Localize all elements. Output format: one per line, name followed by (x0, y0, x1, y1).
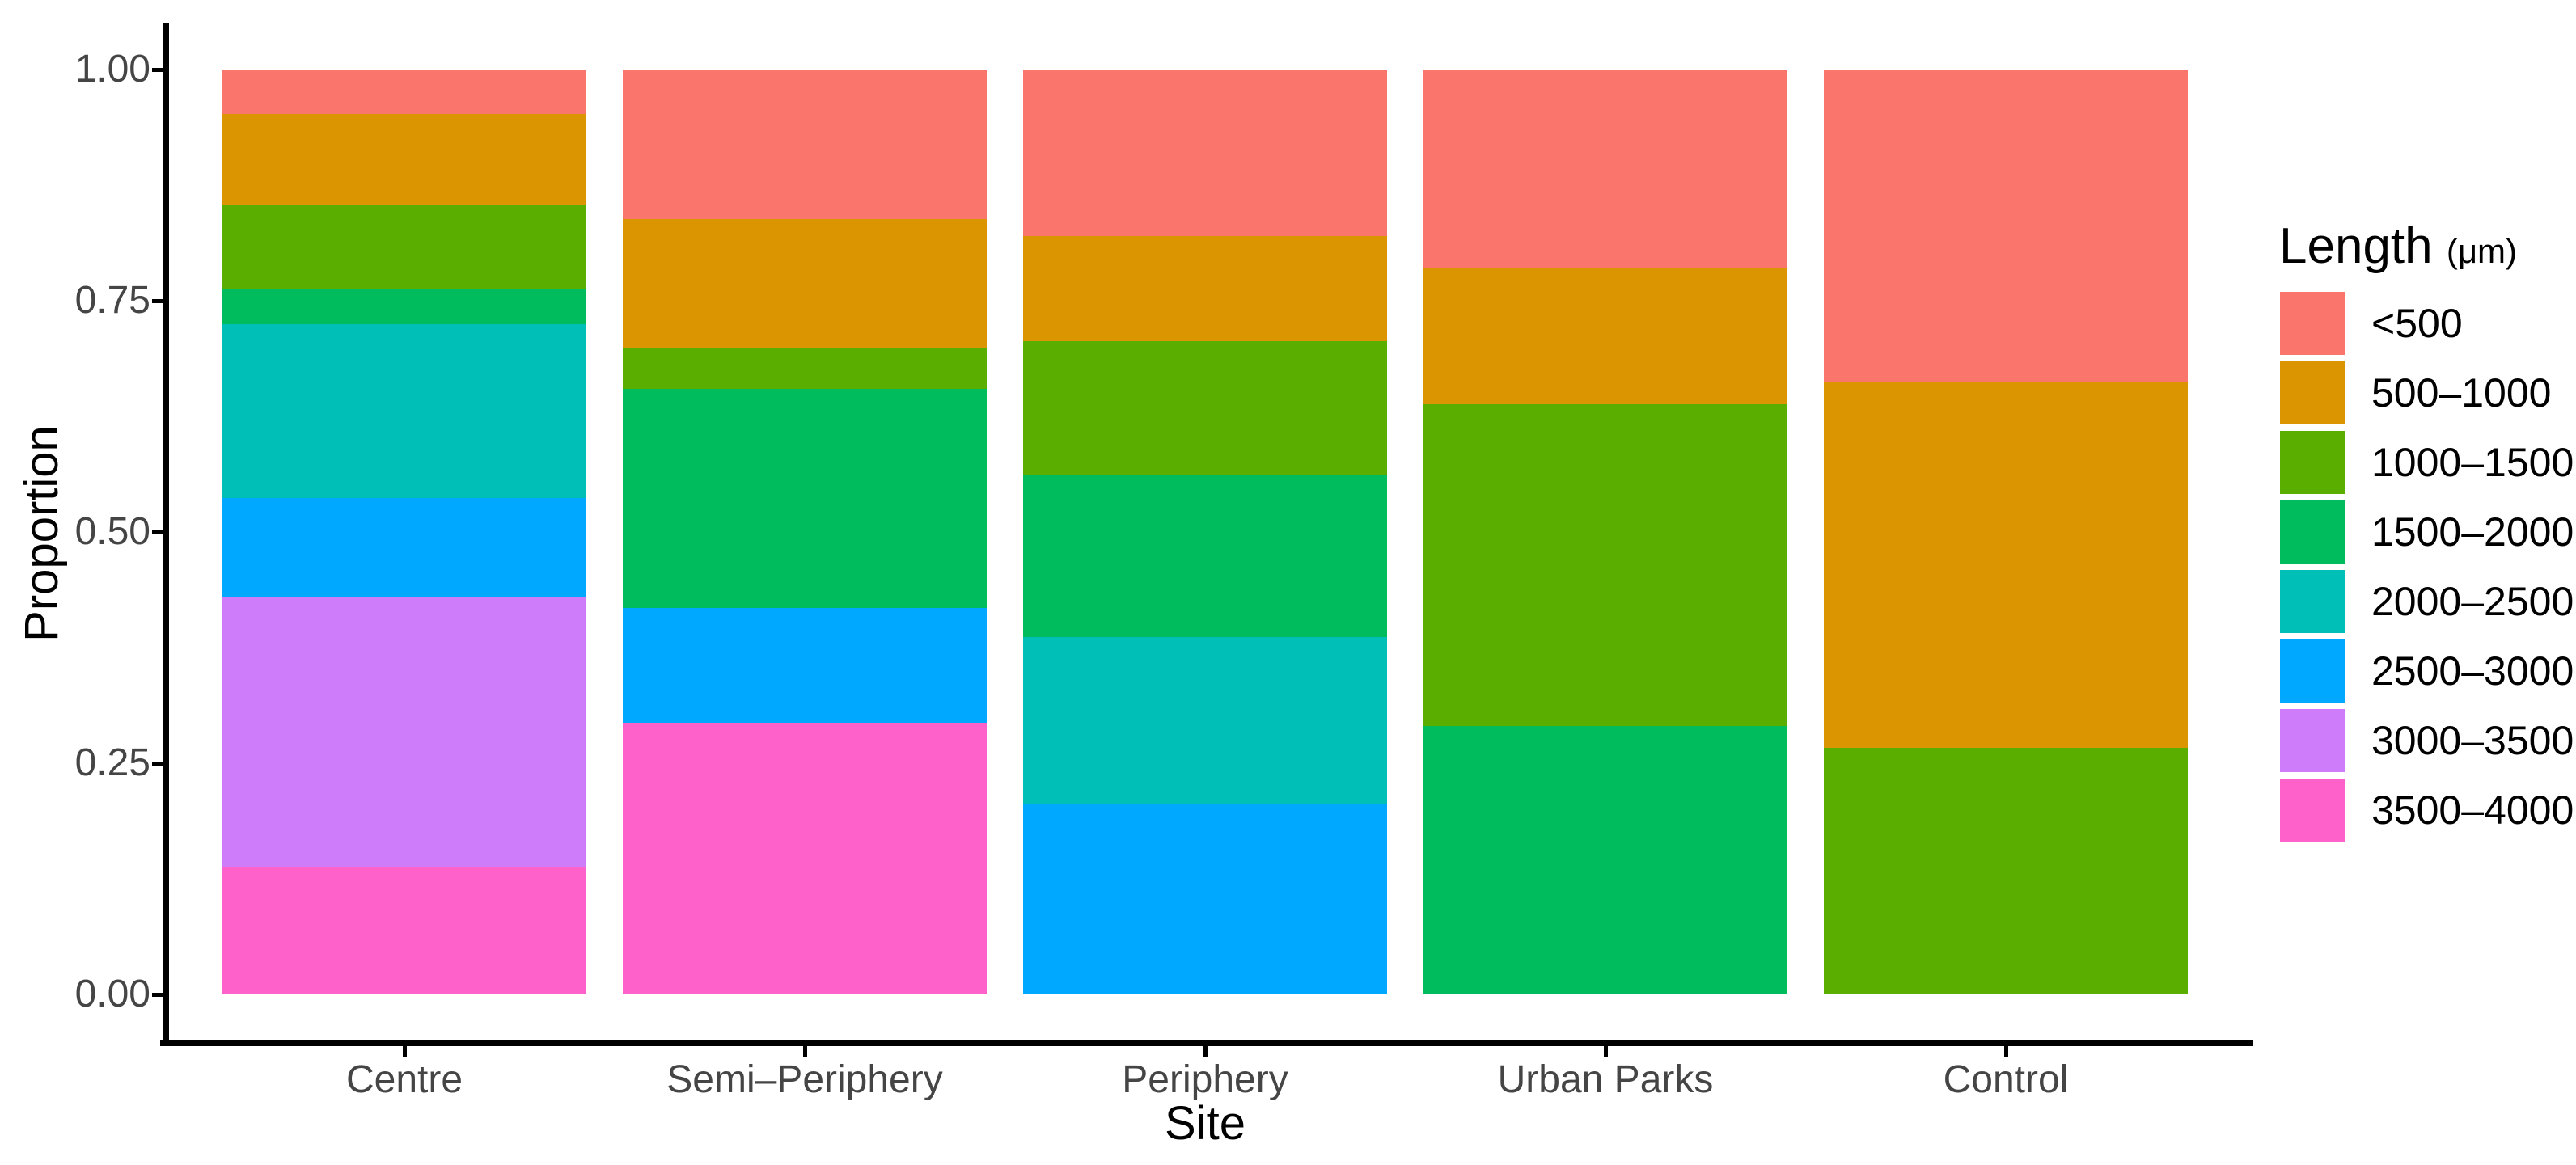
bar-segment (222, 289, 586, 324)
y-tick (152, 762, 163, 766)
legend-title-unit: (μm) (2446, 232, 2518, 270)
y-axis-line (163, 23, 169, 1046)
legend-label: 3500–4000 (2371, 787, 2574, 833)
bar-segment (1023, 637, 1387, 805)
legend-label: 3000–3500 (2371, 718, 2574, 763)
bar-segment (222, 597, 586, 868)
bar-segment (222, 323, 586, 498)
bar-segment (1824, 382, 2188, 748)
x-tick (1604, 1046, 1608, 1057)
legend-label: 500–1000 (2371, 370, 2552, 416)
bar-urban-parks (1423, 70, 1787, 994)
bar-segment (1023, 804, 1387, 994)
bar-segment (623, 70, 987, 220)
x-tick-label: Control (1943, 1058, 2069, 1101)
bar-segment (1023, 70, 1387, 236)
x-tick-label: Semi–Periphery (666, 1058, 943, 1101)
bar-segment (1023, 475, 1387, 638)
y-tick (152, 299, 163, 303)
x-tick (1203, 1046, 1208, 1057)
bar-segment (1423, 267, 1787, 405)
y-tick-label: 0.50 (74, 510, 150, 553)
x-axis-title: Site (1165, 1097, 1246, 1150)
legend-label: 2000–2500 (2371, 579, 2574, 624)
legend-swatch (2280, 292, 2345, 355)
x-tick (2004, 1046, 2008, 1057)
x-tick (803, 1046, 807, 1057)
bar-segment (222, 70, 586, 114)
y-tick (152, 68, 163, 72)
y-tick-label: 0.25 (74, 741, 150, 784)
bar-segment (623, 348, 987, 389)
bar-segment (1423, 70, 1787, 268)
legend-swatch (2280, 779, 2345, 842)
y-tick-label: 0.75 (74, 279, 150, 322)
bar-segment (1824, 70, 2188, 382)
legend-title-text: Length (2279, 218, 2433, 274)
legend-label: 1000–1500 (2371, 440, 2574, 485)
legend-swatch (2280, 500, 2345, 564)
bar-segment (623, 607, 987, 723)
legend-swatch (2280, 639, 2345, 703)
bar-centre (222, 70, 586, 994)
bar-segment (222, 497, 586, 598)
bar-segment (1824, 747, 2188, 994)
y-tick-label: 0.00 (74, 973, 150, 1015)
bar-segment (623, 219, 987, 349)
x-tick (403, 1046, 407, 1057)
bar-periphery (1023, 70, 1387, 994)
bar-segment (1023, 341, 1387, 475)
bar-segment (1023, 235, 1387, 342)
bar-segment (1423, 404, 1787, 727)
y-tick-label: 1.00 (74, 48, 150, 91)
y-tick (152, 993, 163, 997)
bar-segment (222, 205, 586, 290)
legend-swatch (2280, 709, 2345, 772)
legend-label: 2500–3000 (2371, 648, 2574, 694)
bar-segment (222, 113, 586, 206)
x-tick-label: Urban Parks (1497, 1058, 1714, 1101)
bar-segment (1423, 726, 1787, 994)
x-axis-line (160, 1040, 2253, 1046)
bar-segment (623, 722, 987, 994)
legend-label: <500 (2371, 301, 2463, 346)
x-tick-label: Centre (345, 1058, 463, 1101)
legend-title: Length (μm) (2279, 220, 2517, 278)
bar-control (1824, 70, 2188, 994)
legend-swatch (2280, 570, 2345, 633)
legend-swatch (2280, 361, 2345, 424)
bar-semi-periphery (623, 70, 987, 994)
y-axis-title: Proportion (15, 425, 68, 642)
legend-swatch (2280, 431, 2345, 494)
bar-segment (222, 867, 586, 994)
y-tick (152, 530, 163, 534)
bar-segment (623, 388, 987, 608)
x-tick-label: Periphery (1122, 1058, 1288, 1101)
legend-label: 1500–2000 (2371, 509, 2574, 555)
